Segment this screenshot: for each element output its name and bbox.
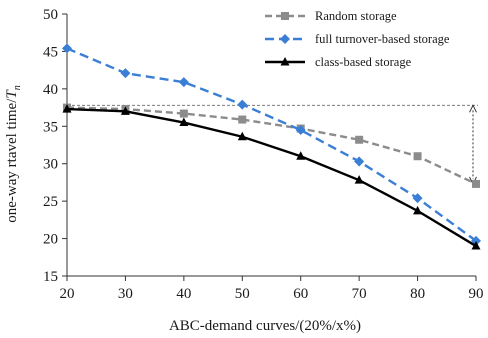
x-tick-label: 40 xyxy=(176,286,191,302)
data-point xyxy=(62,43,72,54)
series-group xyxy=(62,43,481,250)
y-axis-label-sub: n xyxy=(12,85,23,90)
y-tick-label: 50 xyxy=(43,7,58,23)
y-axis-label: one-way rtavel time/Tn xyxy=(4,85,23,222)
legend-label: class-based storage xyxy=(315,55,412,69)
x-axis-label: ABC-demand curves/(20%/x%) xyxy=(169,318,361,334)
x-tick-label: 50 xyxy=(235,286,250,302)
y-tick-label: 25 xyxy=(43,194,58,210)
y-tick-labels: 15 20 25 30 35 40 45 50 xyxy=(43,7,58,285)
legend-label: full turnover-based storage xyxy=(315,32,450,46)
data-point xyxy=(120,68,131,79)
data-point xyxy=(355,135,364,144)
y-axis-label-var: T xyxy=(4,89,20,99)
series-line xyxy=(66,106,477,186)
legend-entry: Random storage xyxy=(265,9,397,23)
y-tick-label: 45 xyxy=(43,44,58,60)
data-point xyxy=(120,106,130,115)
series-line xyxy=(66,47,477,242)
x-tick-label: 90 xyxy=(469,286,484,302)
data-point xyxy=(354,156,365,167)
legend-marker xyxy=(280,57,290,66)
legend-entry: class-based storage xyxy=(265,55,412,69)
data-point xyxy=(178,77,189,88)
data-point xyxy=(62,104,72,113)
data-point xyxy=(237,99,248,110)
series-2 xyxy=(62,43,481,246)
y-tick-label: 35 xyxy=(43,119,58,135)
legend-marker xyxy=(281,12,289,20)
data-point xyxy=(238,115,247,124)
data-point xyxy=(296,151,306,160)
data-point xyxy=(354,175,364,184)
axes xyxy=(62,13,477,281)
x-tick-label: 20 xyxy=(60,286,75,302)
data-point xyxy=(472,179,480,188)
legend: Random storage full turnover-based storag… xyxy=(265,9,450,69)
x-tick-label: 30 xyxy=(118,286,133,302)
y-tick-label: 15 xyxy=(43,269,58,285)
data-point xyxy=(471,241,481,250)
legend-label: Random storage xyxy=(315,9,397,23)
data-point xyxy=(237,131,247,141)
series-line xyxy=(66,107,477,248)
legend-marker xyxy=(280,34,290,44)
data-point xyxy=(413,205,423,215)
data-point xyxy=(295,125,306,136)
x-tick-label: 70 xyxy=(352,286,367,302)
x-tick-label: 80 xyxy=(410,286,425,302)
data-point xyxy=(412,193,423,204)
y-tick-label: 40 xyxy=(43,82,58,98)
y-axis-label-prefix: one-way rtavel time/ xyxy=(4,98,20,223)
data-point xyxy=(413,152,422,161)
data-point xyxy=(179,109,188,118)
x-tick-label: 60 xyxy=(293,286,308,302)
series-3 xyxy=(62,104,481,250)
y-tick-label: 20 xyxy=(43,232,58,248)
legend-entry: full turnover-based storage xyxy=(265,32,450,46)
x-tick-labels: 20 30 40 50 60 70 80 90 xyxy=(60,286,484,302)
reference-arrow-head-top xyxy=(469,104,477,113)
y-tick-label: 30 xyxy=(43,157,58,173)
data-point xyxy=(179,117,189,127)
